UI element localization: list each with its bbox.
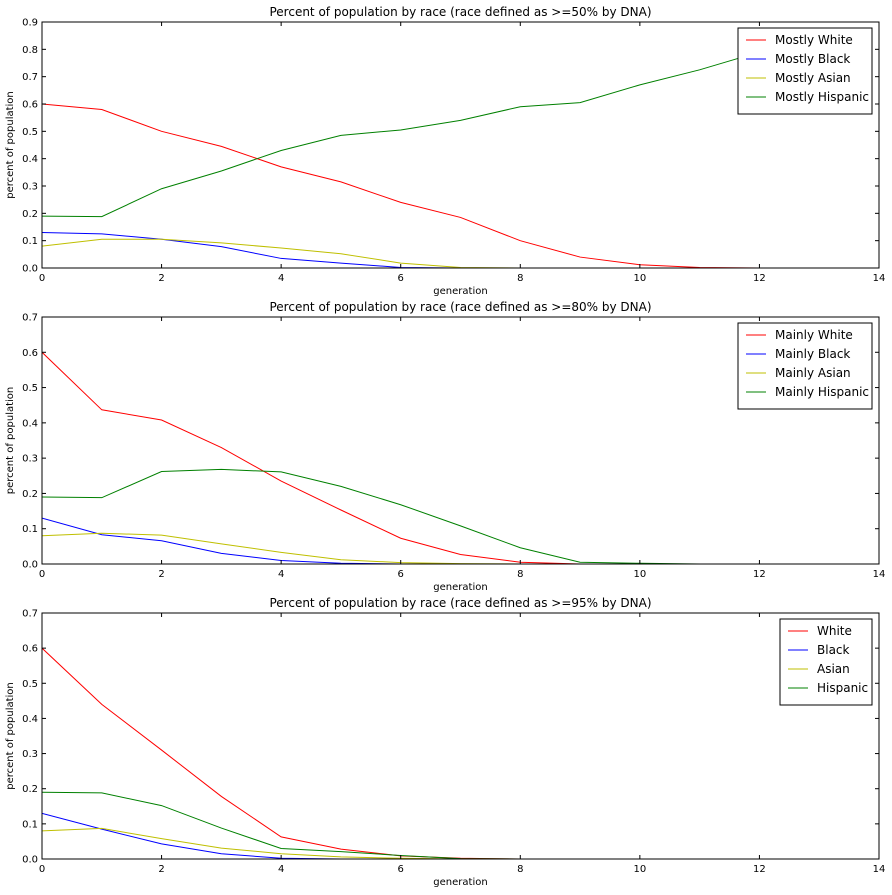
- x-tick-label: 14: [873, 864, 886, 875]
- legend-label: Hispanic: [817, 681, 868, 695]
- legend-label: Mainly Black: [775, 347, 850, 361]
- x-axis-label: generation: [433, 582, 487, 593]
- chart-2: 0 2 4 6 8 10 12 14 0.0 0.1 0.2 0.3 0.4 0.5 0.6 0.7 Perce…: [5, 300, 885, 593]
- x-tick-label: 14: [873, 569, 886, 580]
- y-tick-label: 0.9: [22, 18, 38, 29]
- series-line-white: [42, 647, 820, 859]
- legend-label: Mostly Asian: [775, 71, 851, 85]
- y-tick-label: 0.7: [22, 609, 38, 620]
- legend: Mainly White Mainly Black Mainly Asian Main…: [737, 322, 873, 410]
- x-tick-label: 6: [398, 273, 404, 284]
- y-tick-label: 0.0: [22, 264, 38, 275]
- chart-title: Percent of population by race (race defi…: [269, 596, 651, 610]
- chart-1: 0 2 4 6 8 10 12 14 0.0 0.1 0.2 0.3 0.4 0.5 0.6 0.7 0.8 0.…: [5, 5, 885, 297]
- plot-frame: [41, 316, 880, 565]
- x-tick-label: 12: [753, 273, 766, 284]
- series-line-mostly-white: [42, 103, 820, 268]
- x-tick-label: 12: [753, 864, 766, 875]
- legend: Mostly White Mostly Black Mostly Asian Most…: [737, 27, 873, 115]
- y-axis-label: percent of population: [5, 682, 16, 790]
- y-tick-label: 0.6: [22, 644, 38, 655]
- x-tick-label: 2: [158, 569, 164, 580]
- y-tick-label: 0.1: [22, 819, 38, 830]
- y-tick-label: 0.1: [22, 236, 38, 247]
- x-tick-label: 8: [517, 569, 523, 580]
- legend-box: [779, 618, 873, 706]
- y-tick-label: 0.5: [22, 383, 38, 394]
- series-line-mainly-hispanic: [42, 468, 820, 564]
- y-tick-label: 0.0: [22, 560, 38, 571]
- y-tick-label: 0.4: [22, 418, 38, 429]
- x-tick-label: 12: [753, 569, 766, 580]
- x-tick-label: 10: [633, 864, 646, 875]
- series-line-black: [42, 812, 820, 859]
- y-tick-label: 0.3: [22, 749, 38, 760]
- legend-label: White: [817, 624, 852, 638]
- x-axis-label: generation: [433, 286, 487, 297]
- x-tick-label: 8: [517, 864, 523, 875]
- y-tick-label: 0.5: [22, 127, 38, 138]
- legend-label: Black: [817, 643, 850, 657]
- x-tick-label: 14: [873, 273, 886, 284]
- y-tick-label: 0.6: [22, 100, 38, 111]
- y-tick-label: 0.6: [22, 348, 38, 359]
- y-tick-label: 0.7: [22, 313, 38, 324]
- x-tick-label: 6: [398, 569, 404, 580]
- y-tick-label: 0.5: [22, 679, 38, 690]
- y-axis-label: percent of population: [5, 387, 16, 495]
- y-tick-label: 0.7: [22, 72, 38, 83]
- x-tick-label: 2: [158, 864, 164, 875]
- x-tick-label: 10: [633, 273, 646, 284]
- x-tick-label: 10: [633, 569, 646, 580]
- legend-box: [737, 322, 873, 410]
- x-tick-label: 0: [39, 864, 45, 875]
- legend-box: [737, 27, 873, 115]
- series-line-mainly-asian: [42, 532, 820, 564]
- x-tick-label: 0: [39, 273, 45, 284]
- legend-label: Mostly Hispanic: [775, 90, 869, 104]
- x-tick-label: 6: [398, 864, 404, 875]
- y-tick-label: 0.3: [22, 454, 38, 465]
- chart-title: Percent of population by race (race defi…: [269, 300, 651, 314]
- y-tick-label: 0.1: [22, 524, 38, 535]
- series-line-mostly-black: [42, 231, 820, 268]
- y-tick-label: 0.3: [22, 182, 38, 193]
- y-axis-label: percent of population: [5, 91, 16, 199]
- chart-3: 0 2 4 6 8 10 12 14 0.0 0.1 0.2 0.3 0.4 0.5 0.6 0.7 Perce…: [5, 596, 885, 888]
- series-line-mostly-hispanic: [42, 35, 820, 218]
- y-tick-label: 0.2: [22, 209, 38, 220]
- legend-label: Mostly Black: [775, 52, 850, 66]
- series-line-asian: [42, 827, 820, 859]
- x-tick-label: 0: [39, 569, 45, 580]
- series-line-mainly-black: [42, 517, 820, 564]
- y-tick-label: 0.2: [22, 784, 38, 795]
- series-line-mainly-white: [42, 351, 820, 564]
- legend-label: Mainly Asian: [775, 366, 851, 380]
- x-tick-label: 4: [278, 864, 284, 875]
- legend: White Black Asian Hispanic: [779, 618, 873, 706]
- legend-label: Mainly Hispanic: [775, 385, 869, 399]
- series-line-mostly-asian: [42, 238, 820, 268]
- x-axis-label: generation: [433, 877, 487, 888]
- legend-label: Mostly White: [775, 33, 853, 47]
- legend-label: Mainly White: [775, 328, 853, 342]
- x-tick-label: 2: [158, 273, 164, 284]
- y-tick-label: 0.4: [22, 714, 38, 725]
- plot-frame: [41, 612, 880, 860]
- x-tick-label: 4: [278, 273, 284, 284]
- chart-title: Percent of population by race (race defi…: [269, 5, 651, 19]
- x-tick-label: 8: [517, 273, 523, 284]
- y-tick-label: 0.0: [22, 855, 38, 866]
- legend-label: Asian: [817, 662, 850, 676]
- y-tick-label: 0.2: [22, 489, 38, 500]
- series-line-hispanic: [42, 791, 820, 859]
- plot-frame: [41, 21, 880, 269]
- y-tick-label: 0.4: [22, 154, 38, 165]
- x-tick-label: 4: [278, 569, 284, 580]
- y-tick-label: 0.8: [22, 45, 38, 56]
